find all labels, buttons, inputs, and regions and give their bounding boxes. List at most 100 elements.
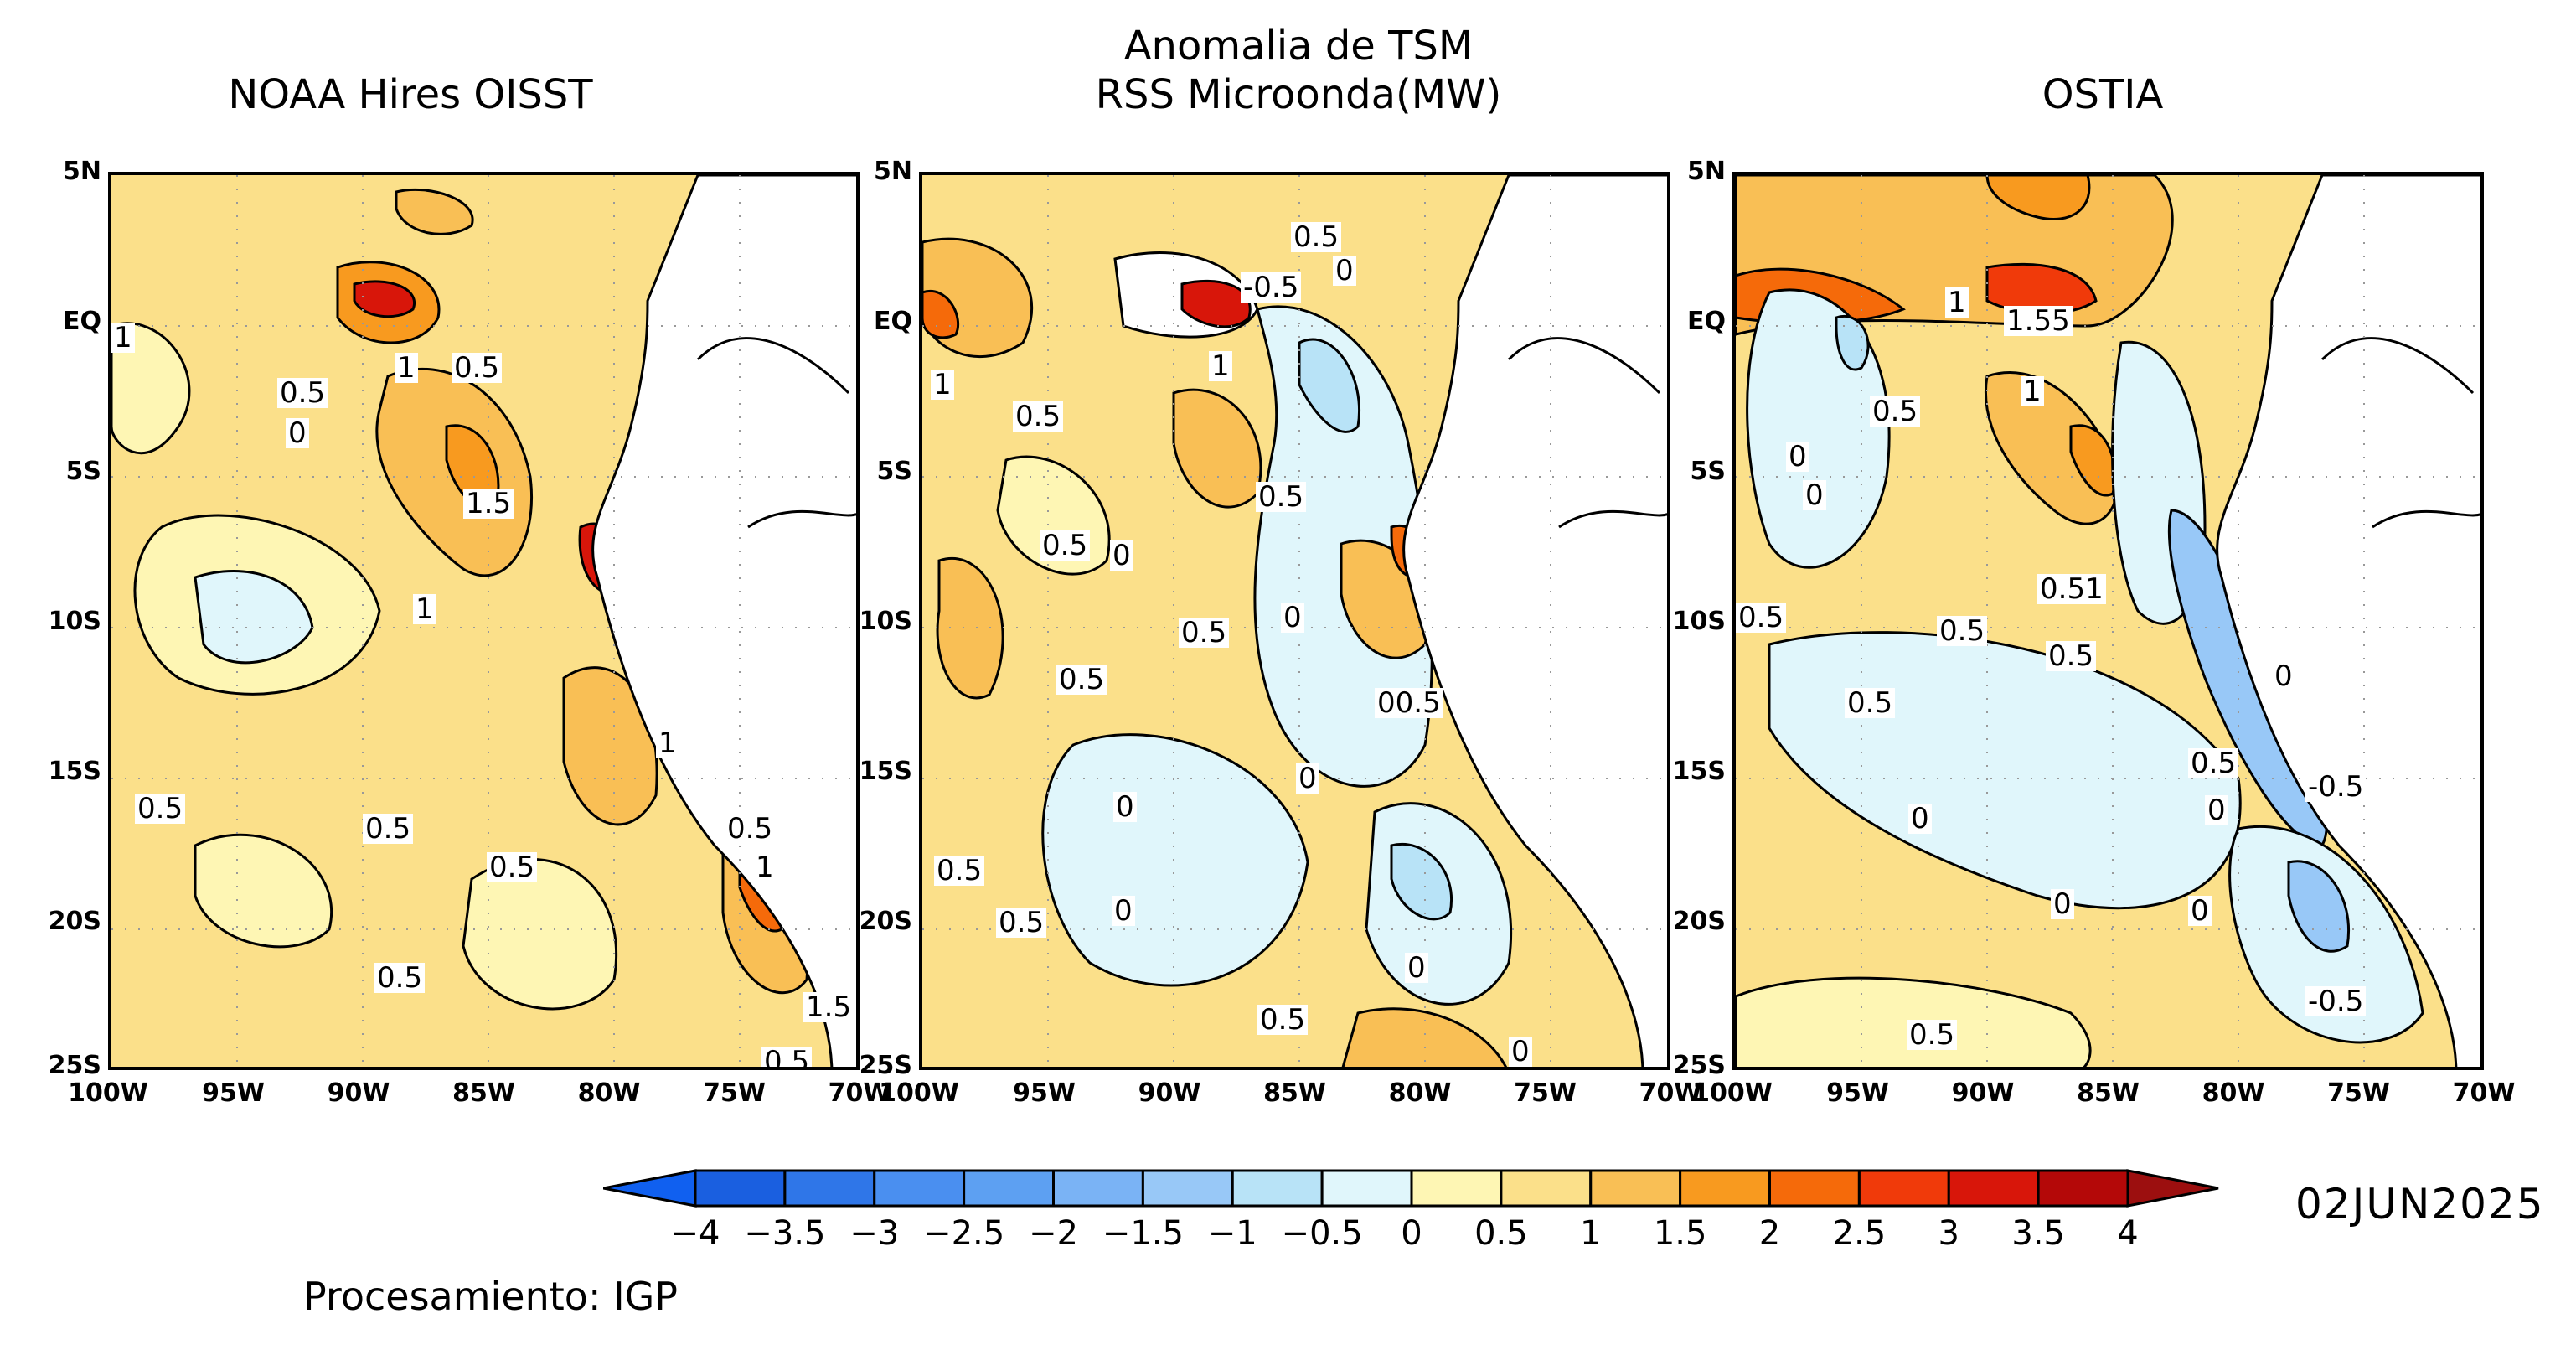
contour-label: 0.5 — [725, 814, 776, 844]
contour-label: 0 — [2188, 896, 2212, 926]
x-axis-label: 80W — [577, 1078, 641, 1108]
colorbar-tick-label: −4 — [670, 1214, 720, 1253]
panel-title-ostia: OSTIA — [2042, 71, 2164, 118]
colorbar-bin — [1947, 1169, 2040, 1208]
date-label: 02JUN2025 — [2295, 1180, 2545, 1228]
colorbar-tick-label: 1 — [1580, 1214, 1602, 1253]
contour-label: 0.5 — [1179, 618, 1230, 648]
contour-label: 0.5 — [452, 353, 503, 383]
contour-label: 1 — [753, 852, 777, 882]
colorbar-tick-label: −3.5 — [744, 1214, 826, 1253]
colorbar-tick-label: −1.5 — [1102, 1214, 1184, 1253]
y-axis-label: 5S — [65, 457, 101, 486]
contour-label: 1.5 — [803, 992, 854, 1022]
contour-label: 0 — [1112, 896, 1135, 926]
panel-title-oisst: NOAA Hires OISST — [228, 71, 593, 118]
x-axis-label: 80W — [2202, 1078, 2265, 1108]
contour-label: 0 — [1908, 804, 1932, 834]
colorbar-under-arrow — [603, 1169, 697, 1208]
contour-label: 0.5 — [363, 814, 414, 844]
x-axis-label: 90W — [1138, 1078, 1201, 1108]
y-axis-label: 10S — [859, 607, 912, 636]
x-axis-label: 100W — [68, 1078, 148, 1108]
y-axis-label: 5S — [876, 457, 912, 486]
contour-label: 0 — [1333, 256, 1356, 286]
contour-label: 0.5 — [1040, 530, 1091, 561]
sst-anomaly-map-oisst — [111, 175, 856, 1067]
x-axis-label: 100W — [879, 1078, 959, 1108]
contour-label: 0 — [1803, 480, 1826, 510]
x-axis-label: 85W — [452, 1078, 515, 1108]
colorbar-tick-label: 3 — [1938, 1214, 1959, 1253]
contour-label: 0.5 — [374, 963, 426, 993]
x-axis-label: 70W — [828, 1078, 891, 1108]
colorbar-bin — [1857, 1169, 1950, 1208]
x-axis-label: 75W — [2327, 1078, 2390, 1108]
contour-label: 1.5 — [463, 489, 514, 519]
colorbar-tick-label: 3.5 — [2011, 1214, 2065, 1253]
contour-label: 0.5 — [277, 378, 328, 408]
x-axis-label: 95W — [1013, 1078, 1076, 1108]
contour-label: 0.5 — [1256, 482, 1307, 512]
y-axis-label: 5N — [63, 157, 101, 186]
colorbar-tick-label: −2 — [1029, 1214, 1078, 1253]
contour-label: 0.5 — [2046, 641, 2097, 671]
colorbar-over-arrow — [2126, 1169, 2219, 1208]
contour-label: 0 — [1110, 540, 1133, 571]
x-axis-label: 80W — [1388, 1078, 1452, 1108]
y-axis-label: 20S — [48, 907, 101, 936]
y-axis-label: 20S — [1672, 907, 1726, 936]
x-axis-label: 70W — [2452, 1078, 2516, 1108]
contour-label: 0 — [2272, 661, 2295, 691]
contour-label: -0.5 — [2305, 986, 2367, 1016]
colorbar-bin — [694, 1169, 787, 1208]
contour-label: 0.5 — [487, 852, 538, 882]
colorbar-bin — [1768, 1169, 1861, 1208]
contour-label: 1 — [395, 353, 418, 383]
x-axis-label: 90W — [327, 1078, 390, 1108]
y-axis-label: 5S — [1690, 457, 1726, 486]
contour-label: 0 — [1296, 763, 1319, 794]
main-title: Anomalia de TSM — [1123, 23, 1474, 70]
contour-label: 1 — [413, 594, 436, 624]
contour-label: 0 — [1786, 442, 1809, 472]
contour-label: 0.5 — [1937, 616, 1988, 646]
contour-label: 00.5 — [1375, 688, 1443, 718]
contour-label: 0.51 — [2037, 574, 2106, 604]
colorbar-bin — [1141, 1169, 1234, 1208]
contour-label: 0 — [286, 418, 309, 448]
credit-label: Procesamiento: IGP — [303, 1274, 679, 1319]
y-axis-label: 15S — [859, 757, 912, 786]
colorbar-bin — [1500, 1169, 1593, 1208]
contour-label: 0.5 — [1257, 1005, 1309, 1035]
x-axis-label: 100W — [1692, 1078, 1773, 1108]
contour-label: 0.5 — [1870, 396, 1921, 427]
map-panel-rss: 0.5 0 -0.5 1 1 0.5 0.5 0.5 0 0 0.5 0.5 0… — [919, 172, 1670, 1070]
contour-label: 0.5 — [996, 908, 1047, 938]
contour-label: 0 — [2205, 795, 2228, 825]
y-axis-label: 10S — [1672, 607, 1726, 636]
colorbar-bin — [1320, 1169, 1413, 1208]
colorbar-bin — [2037, 1169, 2129, 1208]
x-axis-label: 75W — [1514, 1078, 1577, 1108]
colorbar-bin — [1589, 1169, 1682, 1208]
contour-label: -0.5 — [1241, 272, 1302, 303]
y-axis-label: 20S — [859, 907, 912, 936]
contour-label: 0.5 — [2188, 748, 2239, 778]
contour-label: 0.5 — [135, 794, 186, 824]
x-axis-label: 95W — [202, 1078, 265, 1108]
y-axis-label: 10S — [48, 607, 101, 636]
colorbar-bin — [1410, 1169, 1503, 1208]
contour-label: 0.5 — [1907, 1020, 1958, 1050]
colorbar-tick-label: −3 — [849, 1214, 900, 1253]
contour-label: 1 — [656, 728, 679, 758]
panel-title-rss: RSS Microonda(MW) — [1095, 71, 1502, 118]
colorbar-tick-label: −1 — [1207, 1214, 1257, 1253]
colorbar-tick-label: −2.5 — [923, 1214, 1005, 1253]
contour-label: 0.5 — [934, 856, 985, 886]
colorbar-tick-label: −0.5 — [1281, 1214, 1363, 1253]
colorbar-bin — [1231, 1169, 1324, 1208]
contour-label: 0 — [1113, 792, 1137, 822]
contour-label: 0 — [1405, 953, 1428, 983]
colorbar-bin — [783, 1169, 876, 1208]
